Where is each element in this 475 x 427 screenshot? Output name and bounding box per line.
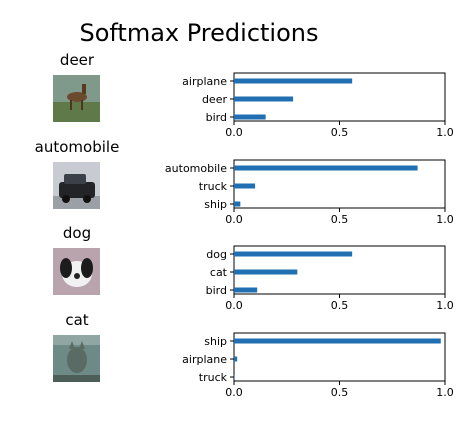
x-tick-label: 0.0	[225, 126, 243, 139]
thumbnail-shape	[81, 100, 83, 110]
prediction-row: dog dog cat bird 0.0 0.5 1.0	[53, 224, 454, 312]
thumbnail-shape	[81, 258, 93, 278]
thumbnail-shape	[64, 174, 86, 184]
bar	[234, 79, 352, 84]
thumbnail-shape	[53, 335, 100, 345]
thumbnail-shape	[53, 102, 100, 122]
thumbnail-shape	[70, 100, 72, 110]
image-label: automobile	[35, 138, 120, 156]
prediction-row: automobile automobile truck ship 0.0 0.5 1.0	[35, 138, 454, 226]
x-tick-label: 1.0	[436, 386, 454, 399]
y-tick-label: airplane	[182, 353, 227, 366]
bar	[234, 202, 240, 207]
image-thumbnail	[53, 162, 100, 209]
y-tick-label: ship	[204, 335, 227, 348]
y-tick-label: truck	[199, 180, 228, 193]
bar	[234, 339, 441, 344]
image-label: cat	[65, 311, 88, 329]
bar	[234, 166, 418, 171]
image-label: deer	[60, 51, 95, 69]
x-tick-label: 0.5	[331, 213, 349, 226]
figure-title: Softmax Predictions	[79, 19, 318, 47]
bar	[234, 270, 297, 275]
y-tick-label: bird	[206, 284, 227, 297]
x-tick-label: 0.5	[331, 126, 349, 139]
y-tick-label: automobile	[165, 162, 227, 175]
y-tick-label: ship	[204, 198, 227, 211]
x-tick-label: 0.0	[225, 386, 243, 399]
x-tick-label: 1.0	[436, 126, 454, 139]
image-thumbnail	[53, 248, 100, 295]
y-tick-label: dog	[206, 248, 227, 261]
image-label: dog	[63, 224, 91, 242]
prediction-row: deer airplane deer bird 0.0 0.5 1.0	[53, 51, 454, 139]
x-tick-label: 0.5	[331, 386, 349, 399]
bar	[234, 97, 293, 102]
thumbnail-shape	[82, 84, 86, 94]
thumbnail-shape	[60, 258, 72, 278]
image-thumbnail	[53, 75, 100, 122]
thumbnail-shape	[67, 347, 87, 373]
y-tick-label: truck	[199, 371, 228, 384]
x-tick-label: 1.0	[436, 213, 454, 226]
bar	[234, 252, 352, 257]
y-tick-label: bird	[206, 111, 227, 124]
thumbnail-shape	[53, 375, 100, 382]
y-tick-label: airplane	[182, 75, 227, 88]
x-tick-label: 0.0	[225, 299, 243, 312]
bar	[234, 184, 255, 189]
bar	[234, 357, 237, 362]
x-tick-label: 0.5	[331, 299, 349, 312]
x-tick-label: 0.0	[225, 213, 243, 226]
bar	[234, 375, 235, 380]
thumbnail-shape	[74, 273, 80, 279]
thumbnail-shape	[62, 195, 70, 203]
prediction-row: cat ship airplane truck 0.0 0.5 1.0	[53, 311, 454, 399]
bar	[234, 288, 257, 293]
thumbnail-shape	[83, 195, 91, 203]
bar	[234, 115, 266, 120]
y-tick-label: cat	[210, 266, 228, 279]
y-tick-label: deer	[202, 93, 228, 106]
x-tick-label: 1.0	[436, 299, 454, 312]
image-thumbnail	[53, 335, 100, 382]
